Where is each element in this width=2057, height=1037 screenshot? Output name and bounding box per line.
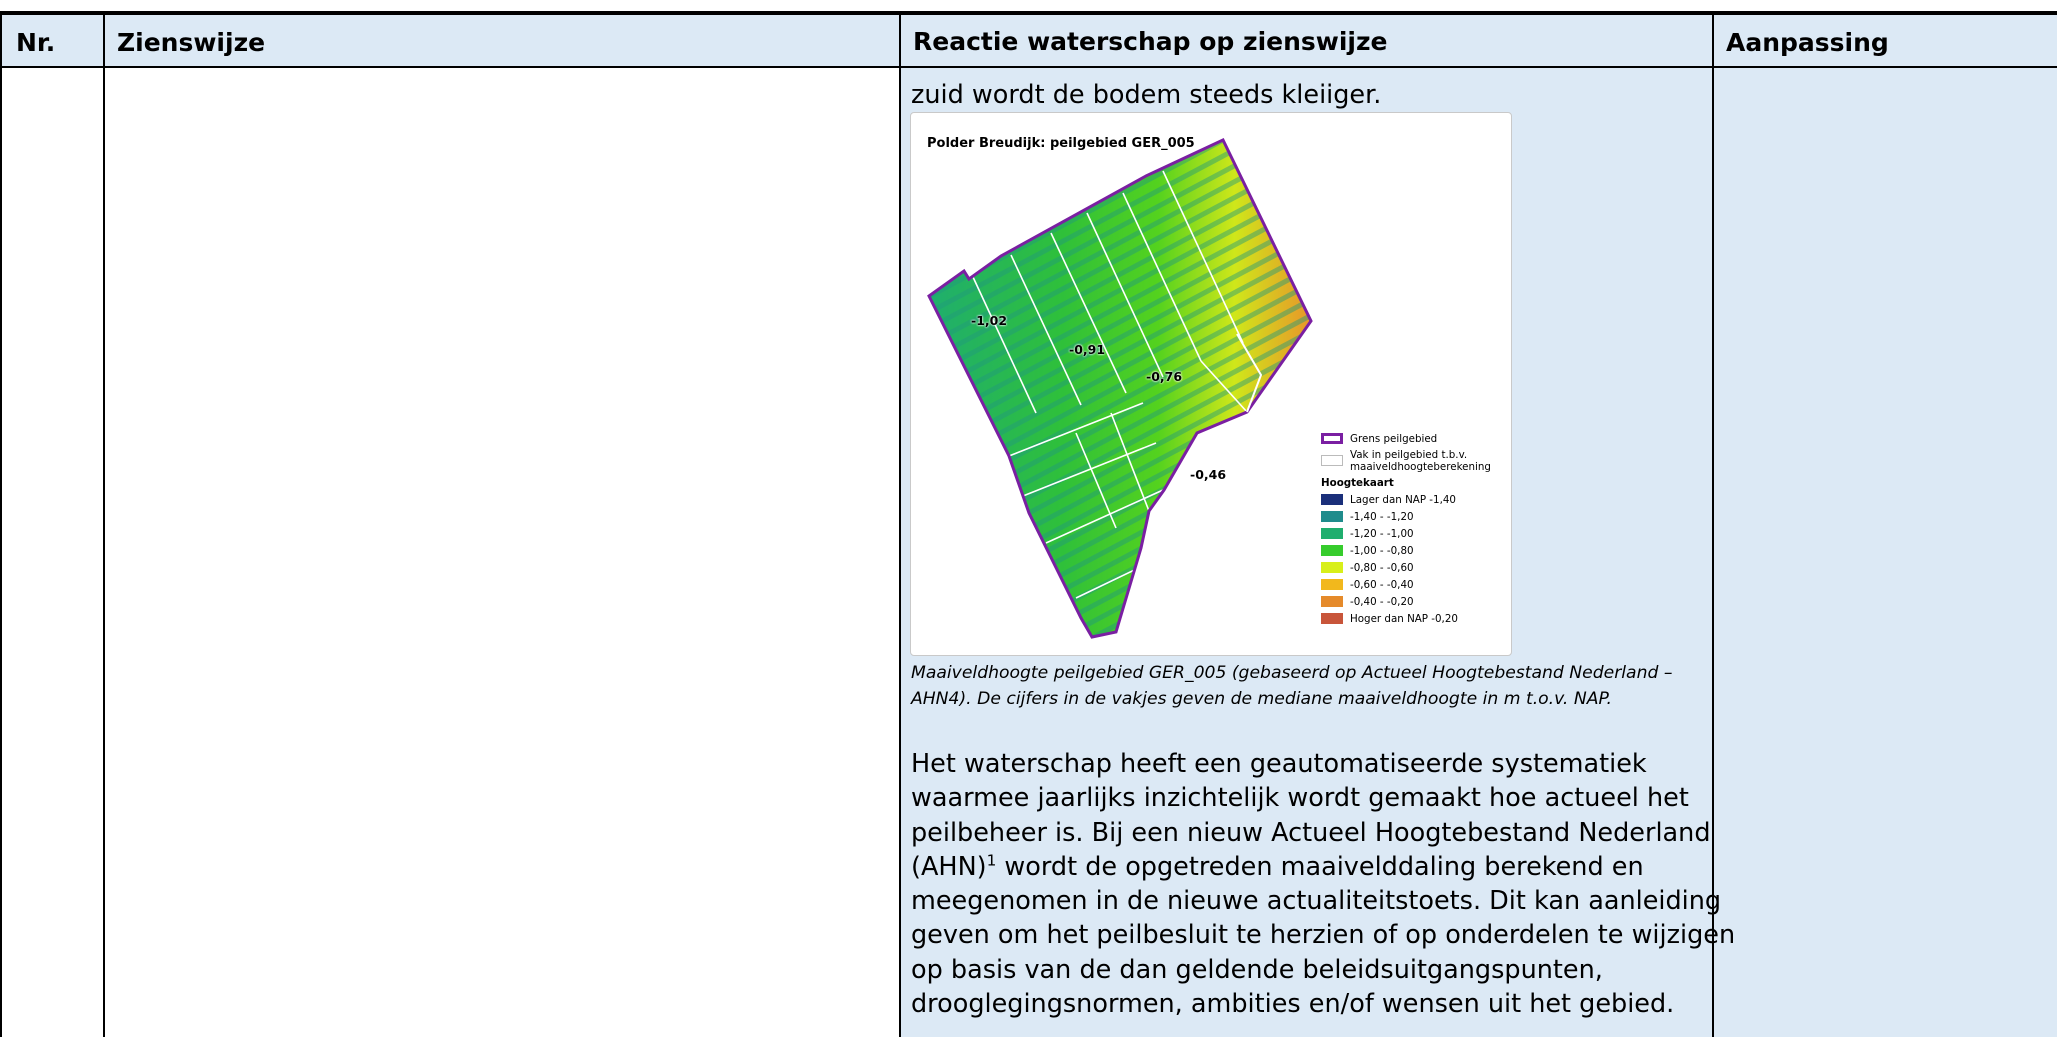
ahn-abbrev: (AHN) [911, 851, 987, 882]
paragraph-line: (AHN)1 wordt de opgetreden maaivelddalin… [911, 850, 1735, 884]
legend-class-swatch [1321, 528, 1343, 539]
field-value: -0,46 [1190, 467, 1227, 482]
header-nr: Nr. [16, 28, 56, 57]
legend-class-swatch [1321, 545, 1343, 556]
figure-caption: Maaiveldhoogte peilgebied GER_005 (gebas… [911, 660, 1672, 712]
zienswijze-column-bg [104, 68, 900, 1037]
section-lines [972, 170, 1248, 599]
legend-section: Vak in peilgebied t.b.v. maaiveldhoogteb… [1321, 449, 1491, 473]
paragraph-line: geven om het peilbesluit te herzien of o… [911, 920, 1736, 951]
legend-class-label: -0,80 - -0,60 [1350, 561, 1414, 574]
column-divider [0, 14, 2, 1037]
legend-class-label: -1,20 - -1,00 [1350, 527, 1414, 540]
reactie-lead-line: zuid wordt de bodem steeds kleiiger. [911, 80, 1382, 110]
legend-class-row: -0,80 - -0,60 [1321, 559, 1491, 576]
legend-heading: Hoogtekaart [1321, 477, 1394, 489]
legend-class-row: Hoger dan NAP -0,20 [1321, 610, 1491, 627]
legend-class-label: Hoger dan NAP -0,20 [1350, 612, 1458, 625]
aanpassing-column-bg [1713, 68, 2057, 1037]
header-bottom-border [0, 66, 2057, 68]
column-divider [1712, 14, 1714, 1037]
paragraph-line: op basis van de dan geldende beleidsuitg… [911, 954, 1603, 985]
legend-classes: Lager dan NAP -1,40 -1,40 - -1,20 -1,20 - … [1321, 491, 1491, 627]
inner-boundary [1236, 333, 1263, 413]
legend-class-swatch [1321, 494, 1343, 505]
legend-class-label: -1,00 - -0,80 [1350, 544, 1414, 557]
legend-class-row: -1,20 - -1,00 [1321, 525, 1491, 542]
legend-class-swatch [1321, 511, 1343, 522]
legend-class-label: -0,40 - -0,20 [1350, 595, 1414, 608]
legend-class-row: -1,00 - -0,80 [1321, 542, 1491, 559]
field-value: -0,76 [1146, 369, 1183, 384]
paragraph-line: Het waterschap heeft een geautomatiseerd… [911, 749, 1647, 779]
paragraph-line: meegenomen in de nieuwe actualiteitstoet… [911, 886, 1722, 917]
peilgebied-boundary [927, 138, 1313, 639]
legend-section-label-2: maaiveldhoogteberekening [1350, 461, 1491, 473]
legend-class-label: -0,60 - -0,40 [1350, 578, 1414, 591]
legend-class-swatch [1321, 579, 1343, 590]
paragraph-line: drooglegingsnormen, ambities en/of wense… [911, 989, 1675, 1020]
column-divider [103, 14, 105, 1037]
legend-section-label-1: Vak in peilgebied t.b.v. [1350, 449, 1468, 461]
legend-class-label: Lager dan NAP -1,40 [1350, 493, 1456, 506]
paragraph-line: peilbeheer is. Bij een nieuw Actueel Hoo… [911, 817, 1711, 848]
legend-boundary-label: Grens peilgebied [1350, 432, 1438, 445]
legend-class-row: -0,60 - -0,40 [1321, 576, 1491, 593]
legend-class-row: Lager dan NAP -1,40 [1321, 491, 1491, 508]
figure-title: Polder Breudijk: peilgebied GER_005 [927, 136, 1195, 151]
legend-class-swatch [1321, 613, 1343, 624]
legend-section-swatch [1321, 455, 1343, 466]
map-legend: Grens peilgebied Vak in peilgebied t.b.v… [1321, 430, 1491, 627]
footnote-ref[interactable]: 1 [986, 851, 997, 870]
legend-class-swatch [1321, 562, 1343, 573]
header-row-bg [0, 14, 2057, 68]
caption-line-2: AHN4). De cijfers in de vakjes geven de … [911, 689, 1612, 709]
header-zienswijze: Zienswijze [117, 28, 266, 57]
stripe-overlay [929, 140, 1311, 637]
legend-class-row: -0,40 - -0,20 [1321, 593, 1491, 610]
column-divider [899, 14, 901, 1037]
header-reactie: Reactie waterschap op zienswijze [913, 27, 1388, 56]
table-top-border [0, 11, 2057, 15]
nr-column-bg [0, 68, 104, 1037]
legend-boundary-swatch [1321, 433, 1343, 444]
caption-line-1: Maaiveldhoogte peilgebied GER_005 (gebas… [911, 663, 1673, 683]
height-map-figure: Polder Breudijk: peilgebied GER_005 [910, 112, 1512, 656]
header-aanpassing: Aanpassing [1726, 28, 1889, 57]
legend-class-row: -1,40 - -1,20 [1321, 508, 1491, 525]
legend-class-swatch [1321, 596, 1343, 607]
legend-class-label: -1,40 - -1,20 [1350, 510, 1414, 523]
field-value: -0,91 [1069, 342, 1106, 357]
paragraph-line-rest: wordt de opgetreden maaivelddaling berek… [996, 851, 1644, 882]
reactie-paragraph: Het waterschap heeft een geautomatiseerd… [911, 747, 1735, 1021]
height-map [927, 138, 1313, 639]
field-value: -1,02 [971, 313, 1008, 328]
paragraph-line: waarmee jaarlijks inzichtelijk wordt gem… [911, 783, 1689, 814]
legend-boundary: Grens peilgebied [1321, 430, 1491, 447]
